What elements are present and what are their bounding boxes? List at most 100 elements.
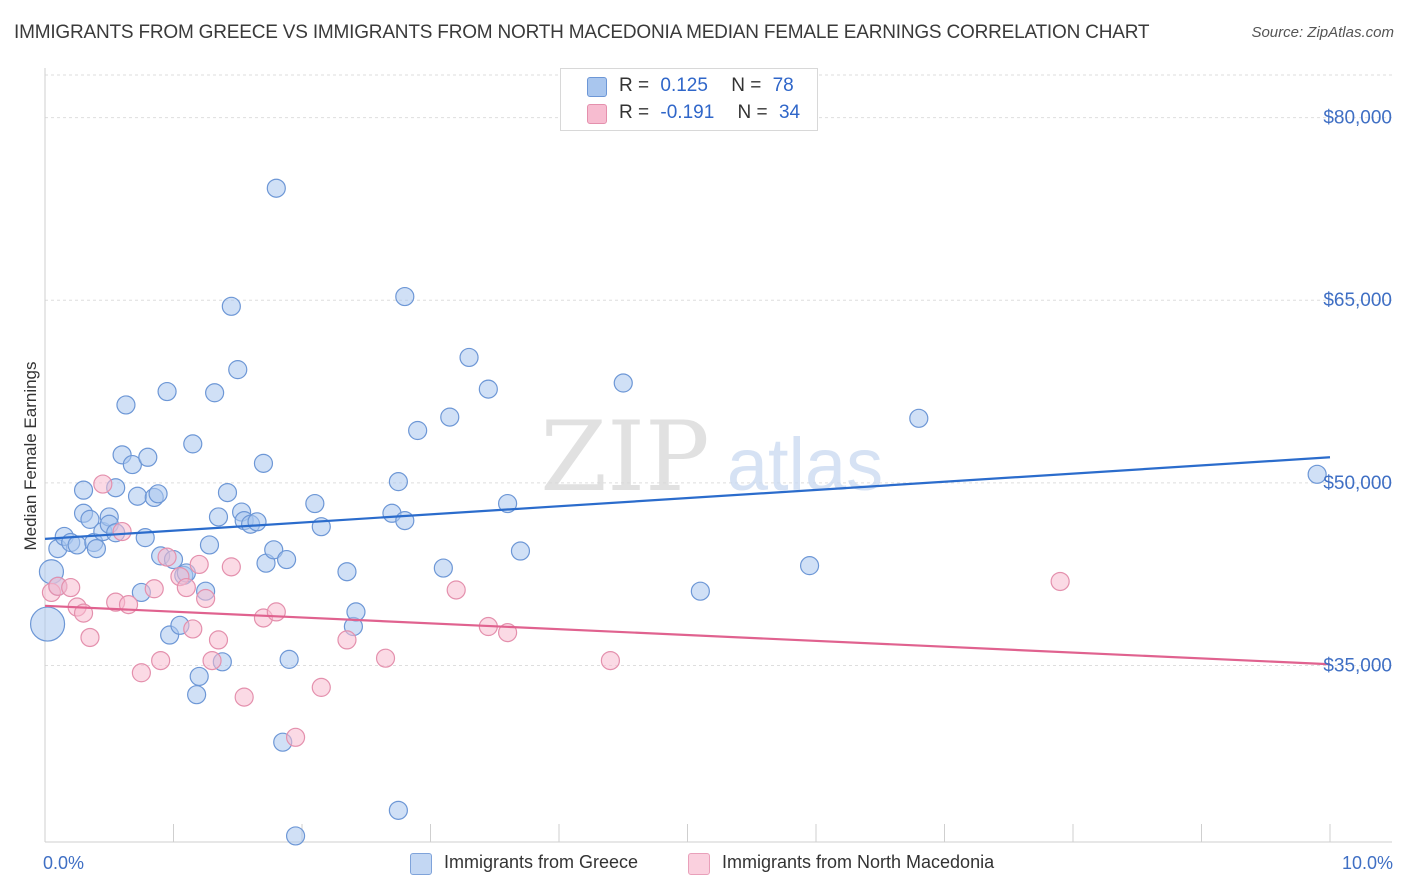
north-macedonia-point (131, 663, 151, 683)
y-tick-label: $80,000 (1323, 108, 1392, 129)
greece-point (337, 562, 357, 582)
north-macedonia-trend-line (44, 604, 1331, 666)
greece-point (690, 581, 710, 601)
greece-point (217, 482, 238, 503)
watermark: ZIP atlas (540, 401, 883, 513)
legend-n-value: 78 (772, 75, 794, 96)
greece-point (253, 453, 274, 473)
greece-point (408, 420, 428, 441)
greece-point (205, 383, 225, 403)
greece-point (613, 373, 633, 393)
legend-r-value: 0.125 (660, 75, 708, 96)
greece-point (285, 826, 306, 846)
legend-r-label: R = (619, 75, 650, 96)
greece-point (395, 510, 415, 531)
north-macedonia-point (375, 648, 396, 668)
greece-trend-line (44, 456, 1331, 540)
greece-point (86, 538, 107, 559)
north-macedonia-point (311, 677, 331, 697)
greece-point (305, 493, 325, 514)
north-macedonia-point (61, 577, 81, 598)
greece-point (148, 484, 168, 504)
legend-r-value: -0.191 (660, 102, 715, 123)
chart-title: IMMIGRANTS FROM GREECE VS IMMIGRANTS FRO… (14, 22, 1150, 43)
greece-point (909, 408, 929, 428)
x-tick-label: 0.0% (43, 853, 84, 873)
greece-point (276, 549, 297, 570)
legend-label-north-macedonia: Immigrants from North Macedonia (722, 852, 995, 872)
north-macedonia-point (202, 650, 222, 671)
north-macedonia-point (157, 547, 177, 567)
greece-point (138, 447, 158, 467)
y-tick-label: $65,000 (1323, 290, 1392, 311)
legend-n-value: 34 (778, 102, 801, 123)
legend-swatch-greece (410, 853, 432, 875)
greece-point (388, 472, 408, 492)
north-macedonia-point (1050, 571, 1070, 592)
north-macedonia-point (285, 727, 306, 747)
greece-point (346, 602, 366, 622)
greece-point (127, 486, 148, 506)
watermark-zip: ZIP (540, 401, 709, 513)
greece-point (510, 541, 531, 561)
north-macedonia-point (446, 580, 466, 600)
greece-point (498, 493, 518, 514)
north-macedonia-point (144, 579, 164, 599)
north-macedonia-point (221, 557, 241, 577)
greece-point (478, 379, 498, 399)
legend-swatch-greece (587, 77, 607, 97)
legend-n-label: N = (737, 102, 768, 123)
north-macedonia-point (196, 588, 216, 609)
north-macedonia-point (80, 627, 100, 648)
greece-point (459, 347, 479, 368)
legend-label-greece: Immigrants from Greece (444, 852, 639, 872)
tick-labels: $35,000 $50,000 $65,000 $80,000 0.0% 10.0% (43, 108, 1393, 873)
x-tick-label: 10.0% (1342, 853, 1393, 873)
greece-point (73, 480, 94, 500)
greece-point (67, 535, 87, 555)
legend-r-label: R = (619, 102, 650, 123)
greece-point (264, 540, 284, 560)
north-macedonia-point (112, 521, 132, 542)
y-axis-label: Median Female Earnings (21, 362, 40, 551)
chart-source: Source: ZipAtlas.com (1251, 24, 1394, 41)
north-macedonia-point (93, 474, 113, 494)
greece-point (29, 606, 66, 642)
north-macedonia-point (337, 630, 357, 650)
greece-point (183, 434, 203, 454)
points-layer (29, 178, 1327, 846)
greece-point (266, 178, 286, 198)
greece-point (199, 535, 220, 555)
north-macedonia-point (183, 619, 203, 639)
legend-n-label: N = (731, 75, 762, 96)
north-macedonia-point (176, 577, 196, 598)
greece-point (247, 512, 267, 532)
greece-point (279, 649, 299, 669)
greece-point (433, 558, 453, 578)
greece-point (228, 360, 248, 380)
north-macedonia-point (208, 630, 229, 650)
greece-point (388, 800, 408, 820)
greece-point (189, 666, 209, 687)
legend-swatch-north-macedonia (587, 104, 607, 124)
watermark-atlas: atlas (727, 423, 883, 506)
y-tick-label: $35,000 (1323, 655, 1392, 676)
north-macedonia-point (189, 554, 209, 575)
greece-point (157, 381, 177, 402)
greece-point (395, 286, 415, 307)
greece-point (799, 556, 820, 576)
legend-swatch-north-macedonia (688, 853, 710, 875)
greece-point (1307, 464, 1327, 484)
north-macedonia-point (600, 650, 621, 671)
north-macedonia-point (151, 650, 171, 671)
stats-legend: R = 0.125 N = 78 R = -0.191 N = 34 (560, 68, 818, 131)
greece-point (122, 454, 142, 475)
y-tick-label: $50,000 (1323, 473, 1392, 494)
greece-point (116, 395, 136, 415)
trend-layer (44, 456, 1331, 666)
axis-layer (44, 68, 1392, 843)
north-macedonia-point (234, 687, 254, 707)
greece-point (440, 407, 460, 427)
greece-point (80, 509, 100, 529)
